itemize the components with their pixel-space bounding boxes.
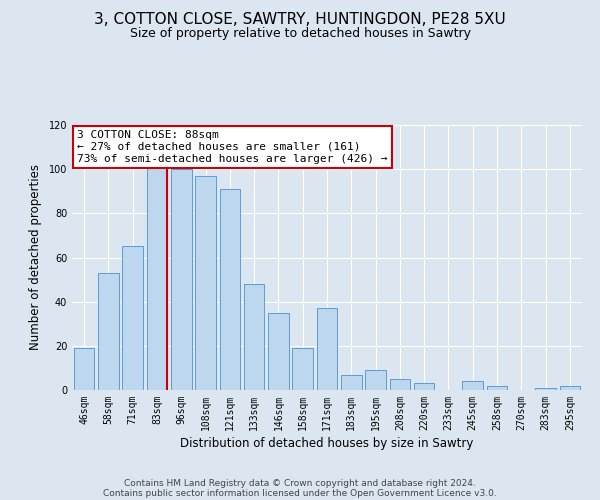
Bar [365,370,386,390]
Bar [389,379,410,390]
Bar [463,381,483,390]
Bar [195,176,216,390]
Text: 3 COTTON CLOSE: 88sqm
← 27% of detached houses are smaller (161)
73% of semi-det: 3 COTTON CLOSE: 88sqm ← 27% of detached … [77,130,388,164]
Bar [171,169,191,390]
Bar [122,246,143,390]
Bar [244,284,265,390]
Bar [74,348,94,390]
Bar [487,386,508,390]
Text: Contains HM Land Registry data © Crown copyright and database right 2024.: Contains HM Land Registry data © Crown c… [124,478,476,488]
Bar [268,312,289,390]
Bar [414,384,434,390]
Bar [317,308,337,390]
Bar [560,386,580,390]
Bar [98,273,119,390]
Bar [341,374,362,390]
Text: Contains public sector information licensed under the Open Government Licence v3: Contains public sector information licen… [103,488,497,498]
Text: Size of property relative to detached houses in Sawtry: Size of property relative to detached ho… [130,28,470,40]
Bar [535,388,556,390]
Bar [146,167,167,390]
X-axis label: Distribution of detached houses by size in Sawtry: Distribution of detached houses by size … [181,437,473,450]
Bar [220,189,240,390]
Text: 3, COTTON CLOSE, SAWTRY, HUNTINGDON, PE28 5XU: 3, COTTON CLOSE, SAWTRY, HUNTINGDON, PE2… [94,12,506,28]
Bar [292,348,313,390]
Y-axis label: Number of detached properties: Number of detached properties [29,164,41,350]
